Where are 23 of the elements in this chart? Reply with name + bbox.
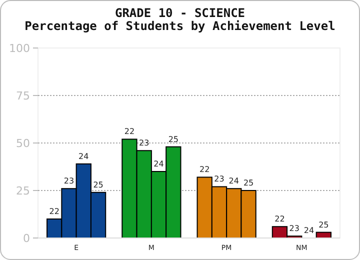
series-label: 25 <box>93 180 104 190</box>
text: 23 <box>139 138 150 148</box>
y-tick-label: 0 <box>23 232 30 245</box>
series-label: 24 <box>78 152 89 161</box>
chart-subtitle: Percentage of Students by Achievement Level <box>24 19 336 33</box>
y-tick-label: 75 <box>16 90 30 102</box>
text: 22 <box>199 165 210 174</box>
chart-title: GRADE 10 - SCIENCE <box>114 6 246 20</box>
text: 23 <box>289 224 300 234</box>
text: 24 <box>304 226 314 235</box>
text: 24 <box>154 160 164 168</box>
text: 25 <box>318 220 329 230</box>
y-tick-label: 25 <box>16 184 30 198</box>
y-tick-label: 50 <box>16 137 30 150</box>
text: 23 <box>214 174 224 184</box>
text: 24 <box>228 176 239 186</box>
series-label: 22 <box>49 207 60 216</box>
series-label: 23 <box>64 176 74 186</box>
text: 25 <box>243 178 254 188</box>
text: 22 <box>124 127 135 136</box>
text: 25 <box>168 134 179 144</box>
y-tick-label: 100 <box>9 42 30 55</box>
text: 22 <box>274 214 285 224</box>
